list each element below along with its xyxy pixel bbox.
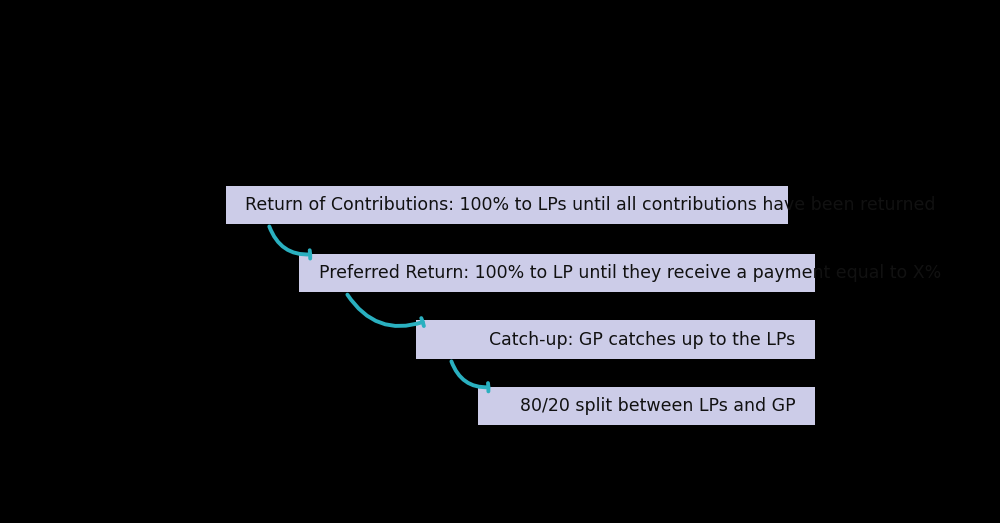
FancyBboxPatch shape	[478, 387, 815, 425]
FancyBboxPatch shape	[226, 186, 788, 224]
Text: Return of Contributions: 100% to LPs until all contributions have been returned: Return of Contributions: 100% to LPs unt…	[245, 196, 936, 214]
Text: 80/20 split between LPs and GP: 80/20 split between LPs and GP	[520, 397, 795, 415]
FancyBboxPatch shape	[416, 321, 815, 359]
Text: Catch-up: GP catches up to the LPs: Catch-up: GP catches up to the LPs	[489, 331, 795, 349]
Text: Preferred Return: 100% to LP until they receive a payment equal to X%: Preferred Return: 100% to LP until they …	[319, 264, 941, 282]
FancyBboxPatch shape	[299, 254, 815, 292]
